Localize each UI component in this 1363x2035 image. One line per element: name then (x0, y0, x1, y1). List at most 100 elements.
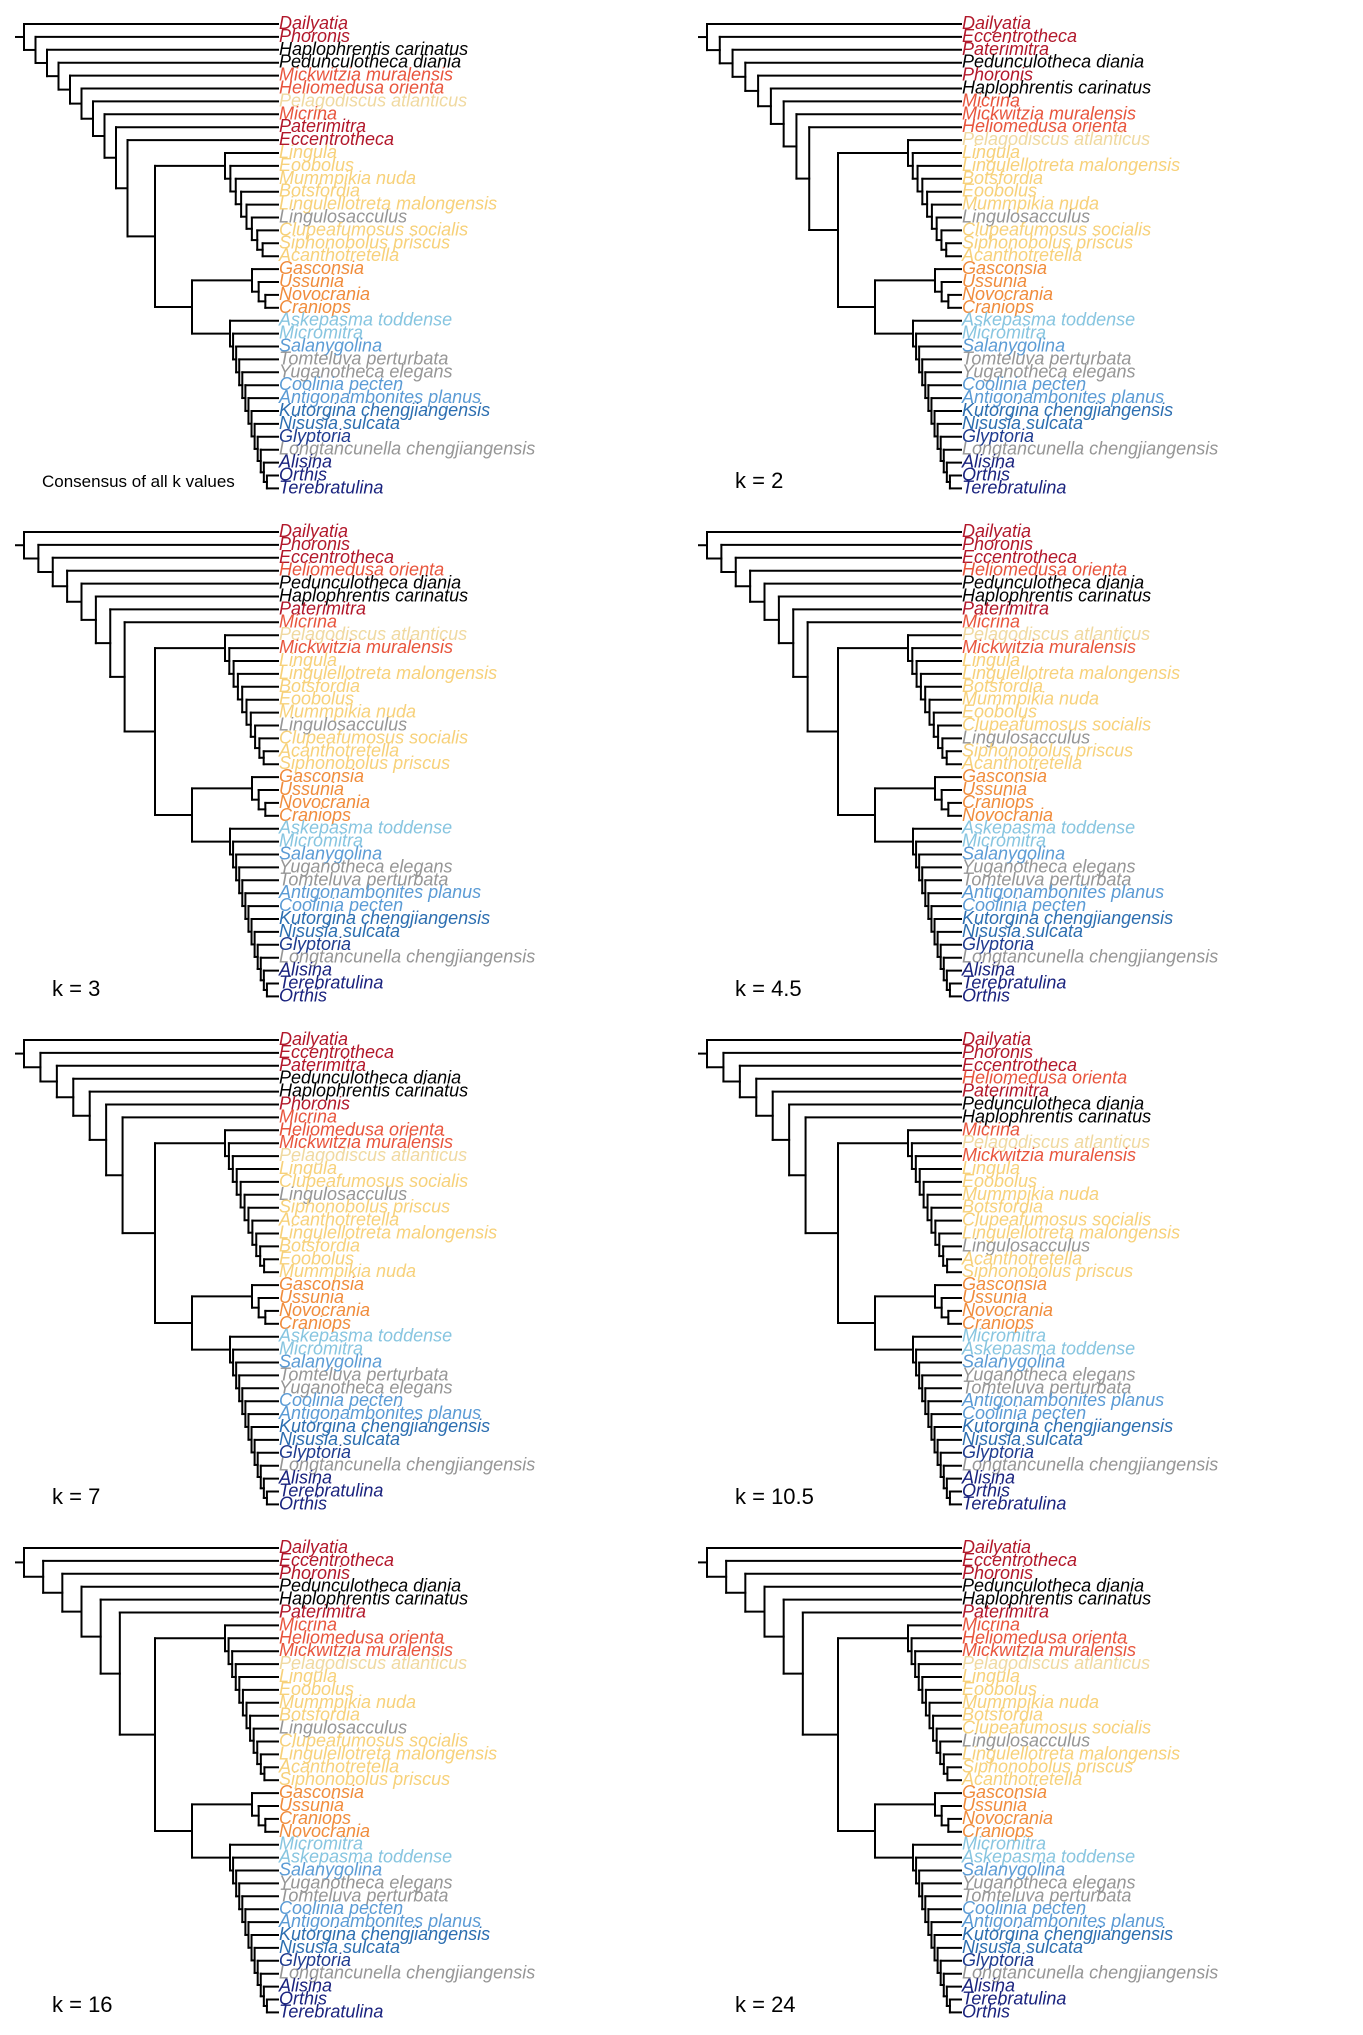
tip-label: Craniops (962, 297, 1034, 317)
tip-label: Ussunia (962, 1287, 1027, 1307)
tip-label: Siphonobolus priscus (962, 740, 1133, 760)
tip-label: Lingula (962, 142, 1020, 162)
tip-label: Yuganotheca elegans (279, 1872, 452, 1892)
tip-label: Gasconsia (962, 258, 1047, 278)
tip-label: Pelagodiscus atlanticus (279, 1653, 467, 1673)
tip-label: Mickwitzia muralensis (962, 637, 1136, 657)
tip-label: Ussunia (279, 1287, 344, 1307)
tip-label: Pedunculotheca diania (279, 1576, 461, 1596)
panel-label: k = 7 (52, 1484, 101, 1509)
tip-label: Lingulellotreta malongensis (279, 663, 497, 683)
tip-label: Salanygolina (279, 844, 382, 864)
tip-label: Coolinia pecten (962, 1403, 1086, 1423)
tip-label: Micrina (279, 1614, 337, 1634)
tip-label: Lingula (279, 1666, 337, 1686)
tip-label: Yuganotheca elegans (279, 1377, 452, 1397)
tip-label: Alisina (961, 1976, 1015, 1996)
tip-label: Pedunculotheca diania (962, 1094, 1144, 1114)
tip-label: Acanthotretella (278, 245, 399, 265)
tip-label: Lingulellotreta malongensis (962, 663, 1180, 683)
tree-panel-k-16: Dailyatia Eccentrotheca Phoronis Pedunculot… (0, 1524, 640, 2024)
tip-label: Eoobolus (962, 181, 1037, 201)
tip-label: Heliomedusa orienta (962, 116, 1127, 136)
tip-label: Lingulosacculus (962, 727, 1090, 747)
tip-label: Terebratulina (279, 973, 383, 993)
tip-label: Heliomedusa orienta (962, 560, 1127, 580)
tip-label: Novocrania (279, 284, 370, 304)
tip-label: Acanthotretella (278, 1210, 399, 1230)
tip-label: Longtancunella chengjiangensis (279, 1963, 535, 1983)
tip-label: Micromitra (962, 1326, 1046, 1346)
tip-label: Coolinia pecten (279, 895, 403, 915)
tip-label: Alisina (278, 960, 332, 980)
tip-label: Heliomedusa orienta (962, 1068, 1127, 1088)
panel-label: k = 2 (735, 468, 784, 493)
tip-label: Paterimitra (279, 598, 366, 618)
tip-label: Clupeafumosus socialis (279, 1171, 468, 1191)
tip-label: Glyptoria (962, 1950, 1034, 1970)
tip-label: Mummpikia nuda (279, 1692, 416, 1712)
tip-label: Clupeafumosus socialis (962, 1210, 1151, 1230)
tree-diagram: DailyatiaEccentrothecaPhoronisPedunculot… (15, 1537, 535, 2021)
tip-label: Orthis (962, 985, 1010, 1005)
tip-label: Antigonambonites planus (278, 1403, 481, 1423)
tip-label: Kutorgina chengjiangensis (962, 1924, 1173, 1944)
tip-label: Pedunculotheca diania (279, 1068, 461, 1088)
tip-label: Haplophrentis carinatus (962, 78, 1151, 98)
tip-label: Clupeafumosus socialis (279, 1731, 468, 1751)
tip-label: Mummpikia nuda (279, 1261, 416, 1281)
panel-label: k = 24 (735, 1992, 796, 2017)
tip-label: Haplophrentis carinatus (962, 1589, 1151, 1609)
tip-label: Lingulellotreta malongensis (279, 1743, 497, 1763)
tip-label: Novocrania (962, 805, 1053, 825)
tip-label: Novocrania (962, 1300, 1053, 1320)
tip-label: Heliomedusa orienta (279, 1627, 444, 1647)
tip-label: Terebratulina (962, 477, 1066, 497)
tip-label: Phoronis (279, 1563, 350, 1583)
tip-label: Lingula (279, 650, 337, 670)
tip-label: Gasconsia (279, 258, 364, 278)
tip-label: Craniops (279, 1808, 351, 1828)
tip-label: Orthis (279, 1493, 327, 1513)
tip-label: Glyptoria (962, 934, 1034, 954)
tip-label: Alisina (961, 452, 1015, 472)
tip-label: Siphonobolus priscus (962, 232, 1133, 252)
tip-label: Siphonobolus priscus (279, 753, 450, 773)
tip-label: Clupeafumosus socialis (962, 219, 1151, 239)
tip-label: Longtancunella chengjiangensis (279, 439, 535, 459)
tree-diagram: DailyatiaEccentrothecaPaterimitraPeduncu… (698, 13, 1218, 497)
tip-label: Antigonambonites planus (961, 1911, 1164, 1931)
tip-label: Tomteluva perturbata (962, 1885, 1131, 1905)
tip-label: Paterimitra (279, 1055, 366, 1075)
tree-diagram: DailyatiaPhoronisEccentrothecaHeliomedus… (698, 1029, 1218, 1513)
tip-label: Alisina (278, 1976, 332, 1996)
tip-label: Lingulosacculus (962, 1235, 1090, 1255)
tip-label: Pedunculotheca diania (962, 1576, 1144, 1596)
tip-label: Eccentrotheca (962, 547, 1077, 567)
tip-label: Gasconsia (962, 766, 1047, 786)
panel-label: k = 10.5 (735, 1484, 814, 1509)
tip-label: Nisusia sulcata (962, 1937, 1083, 1957)
tip-label: Pedunculotheca diania (962, 573, 1144, 593)
tip-label: Micromitra (962, 323, 1046, 343)
tip-label: Acanthotretella (961, 1769, 1082, 1789)
tip-label: Novocrania (279, 1821, 370, 1841)
tip-label: Lingulellotreta malongensis (279, 1223, 497, 1243)
tip-label: Eccentrotheca (962, 1055, 1077, 1075)
tip-label: Tomteluva perturbata (962, 869, 1131, 889)
tip-label: Salanygolina (962, 1352, 1065, 1372)
tip-label: Eccentrotheca (279, 1042, 394, 1062)
tip-label: Askepasma toddense (278, 310, 452, 330)
tip-label: Terebratulina (962, 1493, 1066, 1513)
tip-label: Paterimitra (962, 1081, 1049, 1101)
tip-label: Kutorgina chengjiangensis (279, 908, 490, 928)
tip-label: Acanthotretella (961, 753, 1082, 773)
tip-label: Eoobolus (279, 1679, 354, 1699)
tip-label: Acanthotretella (278, 740, 399, 760)
tip-label: Mickwitzia muralensis (279, 637, 453, 657)
tip-label: Botsfordia (279, 1235, 360, 1255)
tip-label: Mickwitzia muralensis (962, 1145, 1136, 1165)
tip-label: Haplophrentis carinatus (279, 586, 468, 606)
tip-label: Phoronis (962, 534, 1033, 554)
